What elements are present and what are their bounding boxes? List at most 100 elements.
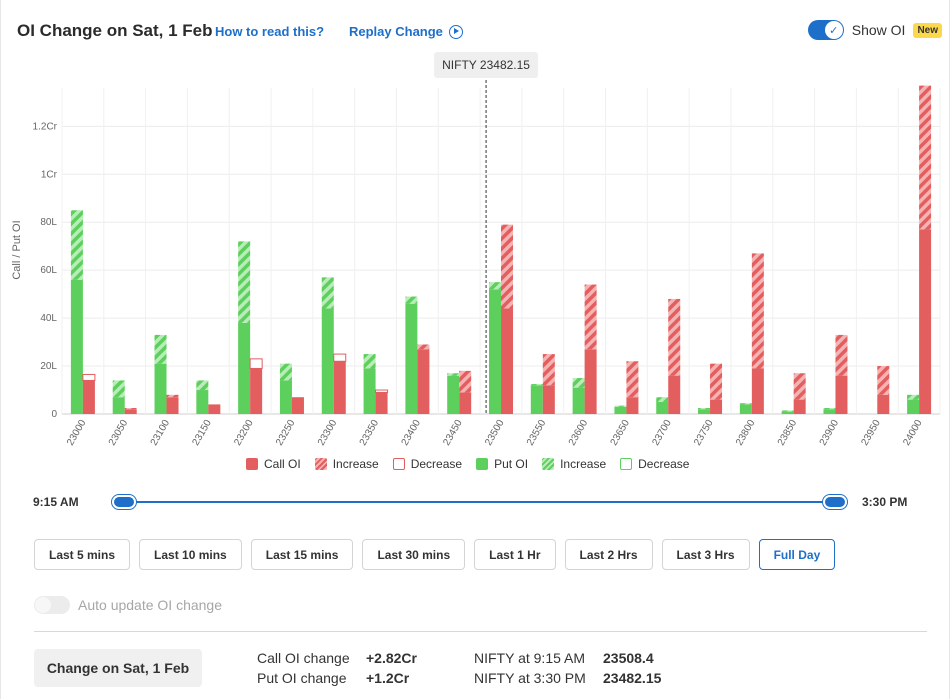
call-oi-bar[interactable]: [166, 397, 179, 414]
range-last-15-mins-button[interactable]: Last 15 mins: [250, 539, 354, 570]
call-oi-bar[interactable]: [542, 385, 555, 414]
legend-call-increase[interactable]: Increase: [314, 457, 379, 471]
call-oi-bar[interactable]: [459, 392, 472, 414]
call-oi-bar[interactable]: [208, 404, 221, 414]
call-oi-bar[interactable]: [751, 368, 764, 414]
put-oi-bar[interactable]: [447, 375, 460, 414]
put-increase-bar[interactable]: [112, 380, 125, 398]
put-increase-bar[interactable]: [656, 397, 669, 403]
range-last-10-mins-button[interactable]: Last 10 mins: [139, 539, 242, 570]
put-increase-bar[interactable]: [70, 210, 83, 280]
put-increase-bar[interactable]: [238, 241, 251, 323]
call-increase-bar[interactable]: [166, 394, 179, 398]
slider-start-handle[interactable]: [112, 495, 136, 509]
call-increase-bar[interactable]: [626, 361, 639, 398]
range-last-2-hrs-button[interactable]: Last 2 Hrs: [564, 539, 653, 570]
put-oi-bar[interactable]: [614, 406, 627, 414]
call-increase-bar[interactable]: [501, 224, 513, 309]
call-increase-bar[interactable]: [459, 370, 472, 393]
put-increase-bar[interactable]: [823, 408, 836, 410]
call-decrease-bar[interactable]: [82, 373, 96, 381]
put-oi-bar[interactable]: [363, 368, 376, 414]
put-increase-bar[interactable]: [739, 403, 752, 405]
put-increase-bar[interactable]: [196, 380, 209, 391]
put-oi-bar[interactable]: [112, 397, 125, 414]
slider-end-handle[interactable]: [823, 495, 847, 509]
call-increase-bar[interactable]: [584, 284, 597, 350]
call-oi-bar[interactable]: [417, 349, 430, 414]
call-oi-bar[interactable]: [835, 375, 848, 414]
call-decrease-bar[interactable]: [249, 358, 263, 369]
call-increase-bar[interactable]: [668, 298, 681, 376]
put-oi-bar[interactable]: [70, 279, 83, 414]
legend-put-decrease[interactable]: Decrease: [620, 457, 689, 471]
put-oi-bar[interactable]: [656, 402, 669, 414]
put-increase-bar[interactable]: [489, 282, 501, 290]
put-oi-bar[interactable]: [530, 385, 543, 414]
put-increase-bar[interactable]: [698, 408, 711, 410]
call-increase-bar[interactable]: [751, 253, 764, 369]
put-oi-bar[interactable]: [907, 399, 920, 414]
call-oi-bar[interactable]: [375, 392, 388, 414]
call-oi-bar[interactable]: [250, 368, 263, 414]
put-increase-bar[interactable]: [530, 384, 543, 386]
range-last-1-hr-button[interactable]: Last 1 Hr: [474, 539, 556, 570]
put-oi-bar[interactable]: [321, 308, 334, 414]
legend-call-decrease[interactable]: Decrease: [392, 457, 462, 471]
call-increase-bar[interactable]: [710, 363, 723, 400]
put-increase-bar[interactable]: [781, 410, 794, 412]
call-oi-bar[interactable]: [82, 380, 95, 414]
call-oi-bar[interactable]: [668, 375, 681, 414]
range-last-30-mins-button[interactable]: Last 30 mins: [362, 539, 466, 570]
call-oi-bar[interactable]: [291, 397, 304, 414]
put-oi-bar[interactable]: [739, 404, 752, 414]
put-increase-bar[interactable]: [363, 354, 376, 369]
legend-put-oi[interactable]: Put OI: [476, 457, 528, 471]
put-oi-bar[interactable]: [823, 409, 836, 414]
call-increase-bar[interactable]: [542, 354, 555, 386]
put-increase-bar[interactable]: [614, 405, 627, 407]
put-oi-bar[interactable]: [238, 322, 251, 414]
replay-change-link[interactable]: Replay Change: [349, 24, 463, 39]
put-increase-bar[interactable]: [572, 378, 585, 388]
call-decrease-bar[interactable]: [333, 353, 347, 362]
range-last-5-mins-button[interactable]: Last 5 mins: [34, 539, 131, 570]
put-increase-bar[interactable]: [154, 334, 167, 364]
call-decrease-bar[interactable]: [375, 389, 389, 393]
call-oi-bar[interactable]: [584, 349, 597, 414]
legend-put-increase[interactable]: Increase: [542, 457, 606, 471]
put-oi-bar[interactable]: [698, 409, 711, 414]
call-oi-bar[interactable]: [793, 399, 806, 414]
put-increase-bar[interactable]: [279, 363, 292, 381]
put-oi-bar[interactable]: [781, 411, 794, 414]
call-oi-bar[interactable]: [710, 399, 723, 414]
put-oi-bar[interactable]: [196, 390, 209, 414]
auto-update-toggle[interactable]: [34, 596, 70, 614]
range-last-3-hrs-button[interactable]: Last 3 Hrs: [661, 539, 750, 570]
call-increase-bar[interactable]: [793, 373, 806, 400]
put-increase-bar[interactable]: [447, 373, 460, 376]
put-oi-bar[interactable]: [405, 303, 418, 414]
time-range-slider[interactable]: [124, 501, 835, 503]
put-oi-bar[interactable]: [572, 387, 585, 414]
call-increase-bar[interactable]: [417, 344, 430, 350]
call-increase-bar[interactable]: [877, 366, 890, 395]
put-increase-bar[interactable]: [321, 277, 334, 309]
range-full-day-button[interactable]: Full Day: [758, 539, 836, 570]
show-oi-toggle[interactable]: ✓: [807, 20, 844, 40]
call-increase-bar[interactable]: [919, 85, 932, 230]
put-oi-bar[interactable]: [489, 289, 501, 414]
put-oi-bar[interactable]: [154, 363, 167, 414]
legend-call-oi[interactable]: Call OI: [246, 457, 301, 471]
put-increase-bar[interactable]: [405, 296, 418, 304]
call-increase-bar[interactable]: [124, 408, 137, 410]
call-oi-bar[interactable]: [124, 409, 137, 414]
call-oi-bar[interactable]: [877, 394, 890, 414]
call-oi-bar[interactable]: [626, 397, 639, 414]
how-to-read-link[interactable]: How to read this?: [215, 24, 325, 39]
put-oi-bar[interactable]: [279, 380, 292, 414]
change-date-button[interactable]: Change on Sat, 1 Feb: [34, 649, 202, 687]
call-oi-bar[interactable]: [501, 308, 513, 414]
call-oi-bar[interactable]: [333, 361, 346, 414]
put-increase-bar[interactable]: [907, 394, 920, 400]
